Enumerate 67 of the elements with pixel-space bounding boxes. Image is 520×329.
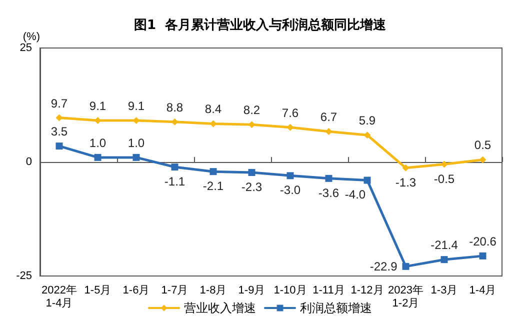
data-label: 8.4 [204,102,222,116]
data-label: -0.5 [434,172,455,186]
point [248,121,256,128]
point [56,114,63,122]
data-label: 6.7 [320,110,338,124]
data-label: -1.3 [395,175,416,190]
y-tick-label: 25 [20,42,32,54]
data-label: -4.0 [344,188,366,202]
data-label: -3.6 [318,186,340,200]
chart-title: 图1 各月累计营业收入与利润总额同比增速 [134,17,388,33]
point [210,168,217,176]
x-tick-label: 2023年 1-2月 [388,284,424,310]
data-label: 5.9 [358,114,376,128]
data-label: -21.4 [430,238,458,252]
point [286,124,294,131]
point [440,256,448,264]
data-label: 3.5 [50,124,68,139]
point [94,154,102,161]
point [479,252,486,260]
data-label: -2.1 [202,179,224,194]
x-tick-label: 1-10月 [274,284,307,296]
point [364,176,371,184]
point [132,117,140,124]
legend-label: 营业收入增速 [184,301,256,315]
data-label: 0.5 [474,138,492,152]
data-label: 9.7 [50,96,68,110]
x-tick-label: 1-6月 [122,284,150,296]
x-tick-label: 1-12月 [350,284,384,296]
point [210,120,217,128]
y-tick-label: -25 [16,270,32,282]
point [171,164,178,171]
data-label: 8.2 [243,103,260,118]
point [94,117,102,124]
x-tick-label: 1-5月 [84,284,112,296]
x-tick-label: 1-11月 [312,284,345,296]
point [402,262,410,270]
x-tick-label: 1-9月 [238,284,266,296]
point [56,142,63,150]
data-label: 9.1 [89,99,106,114]
point [171,118,178,126]
point [479,156,486,164]
point [440,160,448,168]
data-label: 9.1 [128,99,145,114]
data-label: -22.9 [370,259,398,274]
data-label: -20.6 [469,234,497,248]
x-tick-label: 2022年 1-4月 [42,284,77,310]
point [402,164,410,172]
data-label: 1.0 [89,136,106,150]
point [248,168,256,176]
y-axis-title: (%) [22,31,40,44]
point [132,154,140,161]
data-label: 7.6 [282,106,299,120]
data-label: 1.0 [128,136,145,150]
point [286,172,294,180]
legend-label: 利润总额增速 [300,301,372,315]
data-label: 8.8 [166,100,184,114]
data-label: -3.0 [280,183,301,198]
x-tick-label: 1-4月 [469,284,496,296]
x-tick-label: 1-8月 [200,284,227,296]
data-label: -1.1 [164,174,186,189]
point [364,132,371,139]
data-label: -2.3 [241,180,262,194]
y-tick-label: 0 [26,156,32,168]
point [325,174,332,182]
x-tick-label: 1-7月 [161,284,188,296]
x-tick-label: 1-3月 [430,284,458,296]
point [325,128,332,135]
